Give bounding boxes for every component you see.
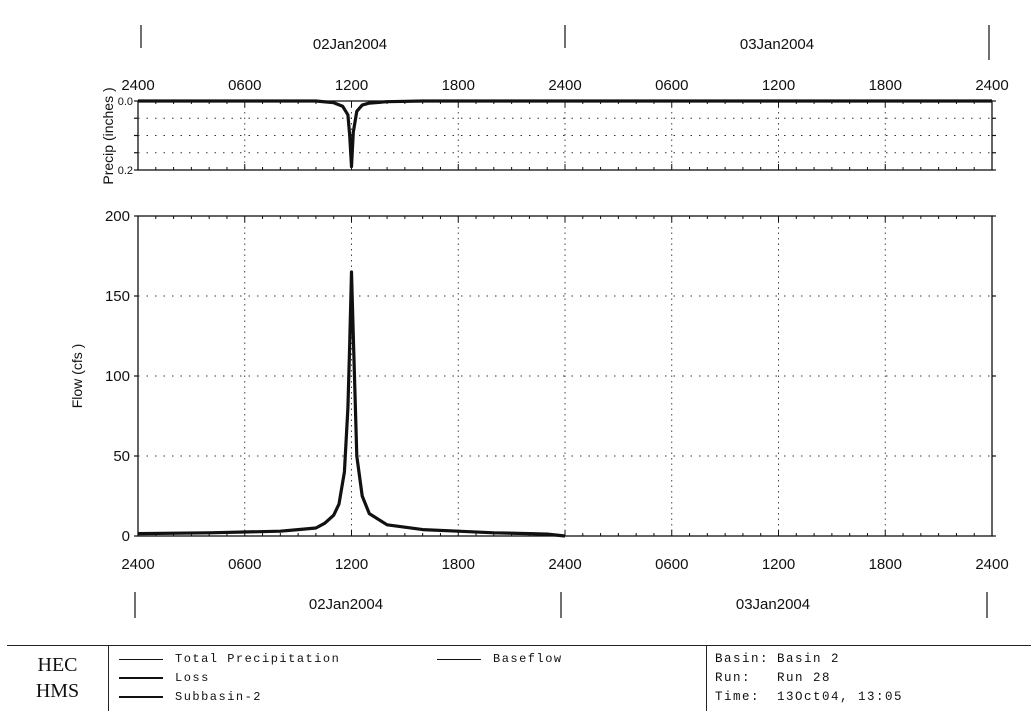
top-tick-label: 1200 — [762, 77, 795, 94]
bottom-tick-label: 2400 — [975, 556, 1008, 573]
info-value: 13Oct04, 13:05 — [777, 690, 904, 704]
info-key: Run: — [715, 671, 752, 685]
legend-item-subbasin-2: Subbasin-2 — [119, 690, 262, 704]
y-tick-label: 50 — [113, 448, 130, 465]
bottom-date-label: 03Jan2004 — [736, 596, 810, 613]
y-tick-label: 0.2 — [118, 165, 133, 177]
bottom-tick-label: 1200 — [762, 556, 795, 573]
hydrograph-chart: 02Jan2004 03Jan2004 2400 0600 1200 1800 2400 0… — [69, 25, 1009, 618]
legend-label: Subbasin-2 — [175, 690, 263, 704]
top-time-axis: 2400 0600 1200 1800 2400 0600 1200 1800 2400 — [121, 77, 1008, 94]
bottom-tick-label: 0600 — [655, 556, 688, 573]
legend-item-loss: Loss — [119, 671, 210, 685]
bottom-time-axis: 2400 0600 1200 1800 2400 0600 1200 1800 2400 — [121, 556, 1008, 573]
series-line-subbasin-2 — [137, 270, 566, 538]
legend-swatch — [119, 696, 163, 698]
info-row-basin: Basin: Basin 2 — [715, 652, 840, 666]
legend-panel: HEC HMS Total Precipitation Loss Subbasi… — [7, 645, 1031, 711]
top-date-label: 02Jan2004 — [313, 36, 387, 53]
y-tick-label: 0.0 — [118, 96, 133, 108]
legend-swatch — [437, 658, 481, 660]
legend-label: Baseflow — [493, 652, 563, 666]
bottom-tick-label: 0600 — [228, 556, 261, 573]
info-row-run: Run: Run 28 — [715, 671, 831, 685]
info-row-time: Time: 13Oct04, 13:05 — [715, 690, 903, 704]
top-tick-label: 2400 — [548, 77, 581, 94]
bottom-date-label: 02Jan2004 — [309, 596, 383, 613]
top-tick-label: 1800 — [442, 77, 475, 94]
top-tick-label: 2400 — [121, 77, 154, 94]
legend-item-total-precipitation: Total Precipitation — [119, 652, 340, 666]
info-key: Basin: — [715, 652, 770, 666]
bottom-tick-label: 1800 — [869, 556, 902, 573]
y-tick-label: 0 — [122, 528, 130, 545]
top-date-label: 03Jan2004 — [740, 36, 814, 53]
info-value: Run 28 — [777, 671, 832, 685]
series-line-total-precipitation — [138, 99, 992, 169]
top-tick-label: 1800 — [869, 77, 902, 94]
y-tick-label: 200 — [105, 208, 130, 225]
top-date-axis: 02Jan2004 03Jan2004 — [140, 25, 990, 60]
info-value: Basin 2 — [777, 652, 841, 666]
legend-label: Loss — [175, 671, 210, 685]
bottom-tick-label: 2400 — [548, 556, 581, 573]
top-tick-label: 0600 — [228, 77, 261, 94]
legend-swatch — [119, 677, 163, 679]
logo-line-1: HEC — [37, 654, 78, 676]
hec-hms-logo: HEC HMS — [7, 646, 109, 711]
info-key: Time: — [715, 690, 761, 704]
top-tick-label: 0600 — [655, 77, 688, 94]
bottom-date-axis: 02Jan2004 03Jan2004 — [134, 592, 988, 618]
run-info-box: Basin: Basin 2 Run: Run 28 Time: 13Oct04… — [706, 646, 1032, 711]
legend-list: Total Precipitation Loss Subbasin-2 Base… — [115, 650, 695, 710]
y-tick-label: 150 — [105, 288, 130, 305]
bottom-tick-label: 1800 — [442, 556, 475, 573]
flow-axis-label: Flow (cfs ) — [69, 344, 85, 409]
legend-label: Total Precipitation — [175, 652, 341, 666]
legend-item-baseflow: Baseflow — [437, 652, 563, 666]
top-tick-label: 2400 — [975, 77, 1008, 94]
legend-swatch — [119, 658, 163, 660]
top-tick-label: 1200 — [335, 77, 368, 94]
bottom-tick-label: 1200 — [335, 556, 368, 573]
precip-axis-label: Precip (inches ) — [100, 87, 116, 184]
bottom-tick-label: 2400 — [121, 556, 154, 573]
y-tick-label: 100 — [105, 368, 130, 385]
logo-line-2: HMS — [35, 680, 80, 702]
flow-panel: 0 50 100 150 200 Flow (cfs ) — [69, 208, 996, 545]
